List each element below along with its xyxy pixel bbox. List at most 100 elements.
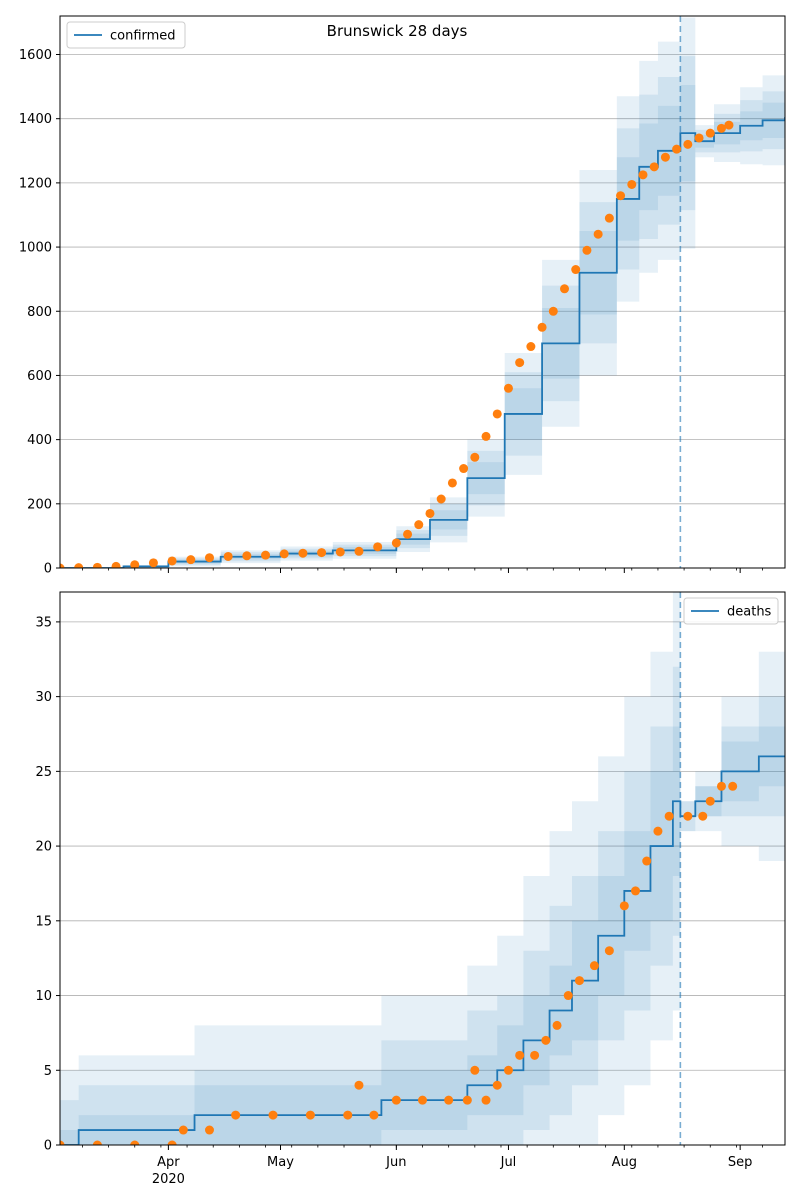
uncertainty-band [60, 666, 785, 1145]
legend: confirmed [66, 21, 186, 49]
observed-point [649, 162, 659, 172]
model-line [60, 755, 785, 1145]
observed-point [317, 548, 327, 558]
y-tick-label: 800 [27, 305, 52, 320]
observed-point [354, 1080, 364, 1090]
legend-box [66, 21, 186, 49]
observed-point [111, 561, 121, 568]
observed-point [660, 152, 670, 162]
observed-point [728, 781, 738, 791]
observed-point [582, 245, 592, 255]
observed-point [653, 826, 663, 836]
observed-point [425, 508, 435, 518]
y-tick-label: 1200 [19, 176, 52, 191]
observed-point [492, 1080, 502, 1090]
observed-point [92, 1140, 102, 1145]
observed-point [530, 1050, 540, 1060]
observed-point [481, 431, 491, 441]
observed-point [638, 170, 648, 180]
observed-point [515, 358, 525, 368]
y-tick-label: 5 [44, 1064, 52, 1079]
observed-point [716, 123, 726, 133]
observed-point [604, 946, 614, 956]
observed-point [354, 546, 364, 556]
uncertainty-band [60, 726, 785, 1145]
observed-point [178, 1125, 188, 1135]
observed-point [593, 229, 603, 239]
observed-point [683, 139, 693, 149]
y-tick-label: 30 [35, 690, 52, 705]
observed-point [724, 120, 734, 130]
observed-point [548, 306, 558, 316]
observed-point [503, 1065, 513, 1075]
observed-point [444, 1095, 454, 1105]
y-tick-label: 0 [44, 562, 52, 577]
observed-point [186, 555, 196, 565]
observed-point [694, 133, 704, 143]
observed-point [503, 383, 513, 393]
observed-point [604, 213, 614, 223]
observed-point [631, 886, 641, 896]
observed-point [298, 548, 308, 558]
observed-point [481, 1095, 491, 1105]
x-tick-sublabel: 2020 [152, 1172, 185, 1187]
observed-point [683, 811, 693, 821]
observed-point [373, 542, 383, 552]
observed-point [268, 1110, 278, 1120]
x-tick-label: Sep [728, 1155, 753, 1170]
observed-point [642, 856, 652, 866]
observed-point [204, 1125, 214, 1135]
observed-point [459, 464, 469, 474]
observed-point [619, 901, 629, 911]
observed-point [698, 811, 708, 821]
observed-point [552, 1020, 562, 1030]
y-tick-label: 15 [35, 914, 52, 929]
y-tick-label: 200 [27, 497, 52, 512]
observed-point [60, 563, 65, 568]
observed-point [223, 551, 233, 561]
observed-point [589, 961, 599, 971]
observed-point [305, 1110, 315, 1120]
observed-point [242, 551, 252, 561]
observed-point [414, 520, 424, 530]
legend-label: confirmed [110, 29, 176, 44]
observed-point [447, 478, 457, 488]
y-tick-label: 10 [35, 989, 52, 1004]
observed-point [204, 553, 214, 563]
observed-point [261, 550, 271, 560]
observed-point [672, 144, 682, 154]
observed-point [279, 549, 289, 559]
observed-point [571, 265, 581, 275]
y-tick-label: 25 [35, 765, 52, 780]
legend-box [683, 597, 779, 625]
x-tick-label: May [267, 1155, 294, 1170]
observed-point [335, 547, 345, 557]
confirmed-chart: 0 200 400 600 800 1000 1200 1400 1600 confirmed [19, 15, 786, 577]
observed-point [167, 1140, 177, 1145]
observed-point [492, 409, 502, 419]
observed-point [74, 563, 84, 568]
y-tick-label: 1600 [19, 48, 52, 63]
y-tick-label: 1400 [19, 112, 52, 127]
observed-point [716, 781, 726, 791]
observed-point [391, 1095, 401, 1105]
y-tick-label: 20 [35, 840, 52, 855]
observed-point [560, 284, 570, 294]
y-tick-label: 35 [35, 615, 52, 630]
observed-point [470, 1065, 480, 1075]
observed-point [627, 179, 637, 189]
observed-point [148, 558, 158, 568]
observed-point [403, 529, 413, 539]
observed-point [470, 452, 480, 462]
observed-point [616, 191, 626, 201]
observed-point [537, 322, 547, 332]
x-tick-label: Aug [612, 1155, 637, 1170]
observed-point [92, 562, 102, 568]
observed-point [130, 560, 140, 568]
y-tick-label: 400 [27, 433, 52, 448]
observed-point [391, 538, 401, 548]
y-tick-label: 600 [27, 369, 52, 384]
observed-point [541, 1035, 551, 1045]
observed-point [343, 1110, 353, 1120]
